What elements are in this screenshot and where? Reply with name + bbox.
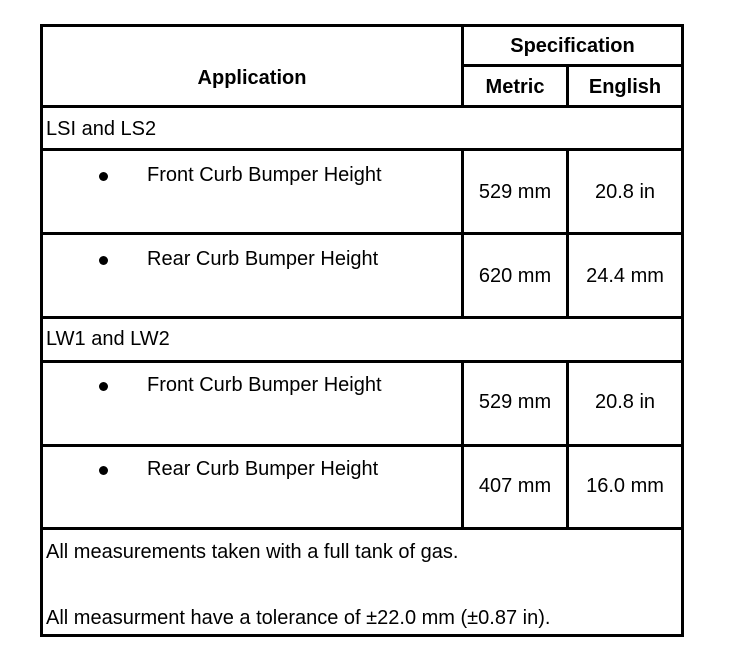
english-cell: 20.8 in <box>594 391 656 413</box>
metric-cell: 620 mm <box>478 265 552 287</box>
application-cell: Front Curb Bumper Height <box>147 374 382 396</box>
group-label: LSI and LS2 <box>46 118 157 140</box>
metric-cell: 529 mm <box>478 391 552 413</box>
metric-cell: 529 mm <box>478 181 552 203</box>
header-application: Application <box>197 67 307 89</box>
bullet-icon <box>99 466 108 475</box>
application-cell: Rear Curb Bumper Height <box>147 458 379 480</box>
bullet-icon <box>99 382 108 391</box>
application-cell: Rear Curb Bumper Height <box>147 248 379 270</box>
bullet-icon <box>99 256 108 265</box>
english-cell: 16.0 mm <box>586 475 664 497</box>
header-specification: Specification <box>510 35 635 57</box>
application-cell: Front Curb Bumper Height <box>147 164 382 186</box>
bullet-icon <box>99 172 108 181</box>
note: All measurment have a tolerance of ±22.0… <box>46 607 551 629</box>
header-english: English <box>588 76 662 98</box>
header-metric: Metric <box>485 76 545 98</box>
english-cell: 20.8 in <box>594 181 656 203</box>
metric-cell: 407 mm <box>478 475 552 497</box>
english-cell: 24.4 mm <box>586 265 664 287</box>
note: All measurements taken with a full tank … <box>46 541 459 563</box>
group-label: LW1 and LW2 <box>46 328 170 350</box>
